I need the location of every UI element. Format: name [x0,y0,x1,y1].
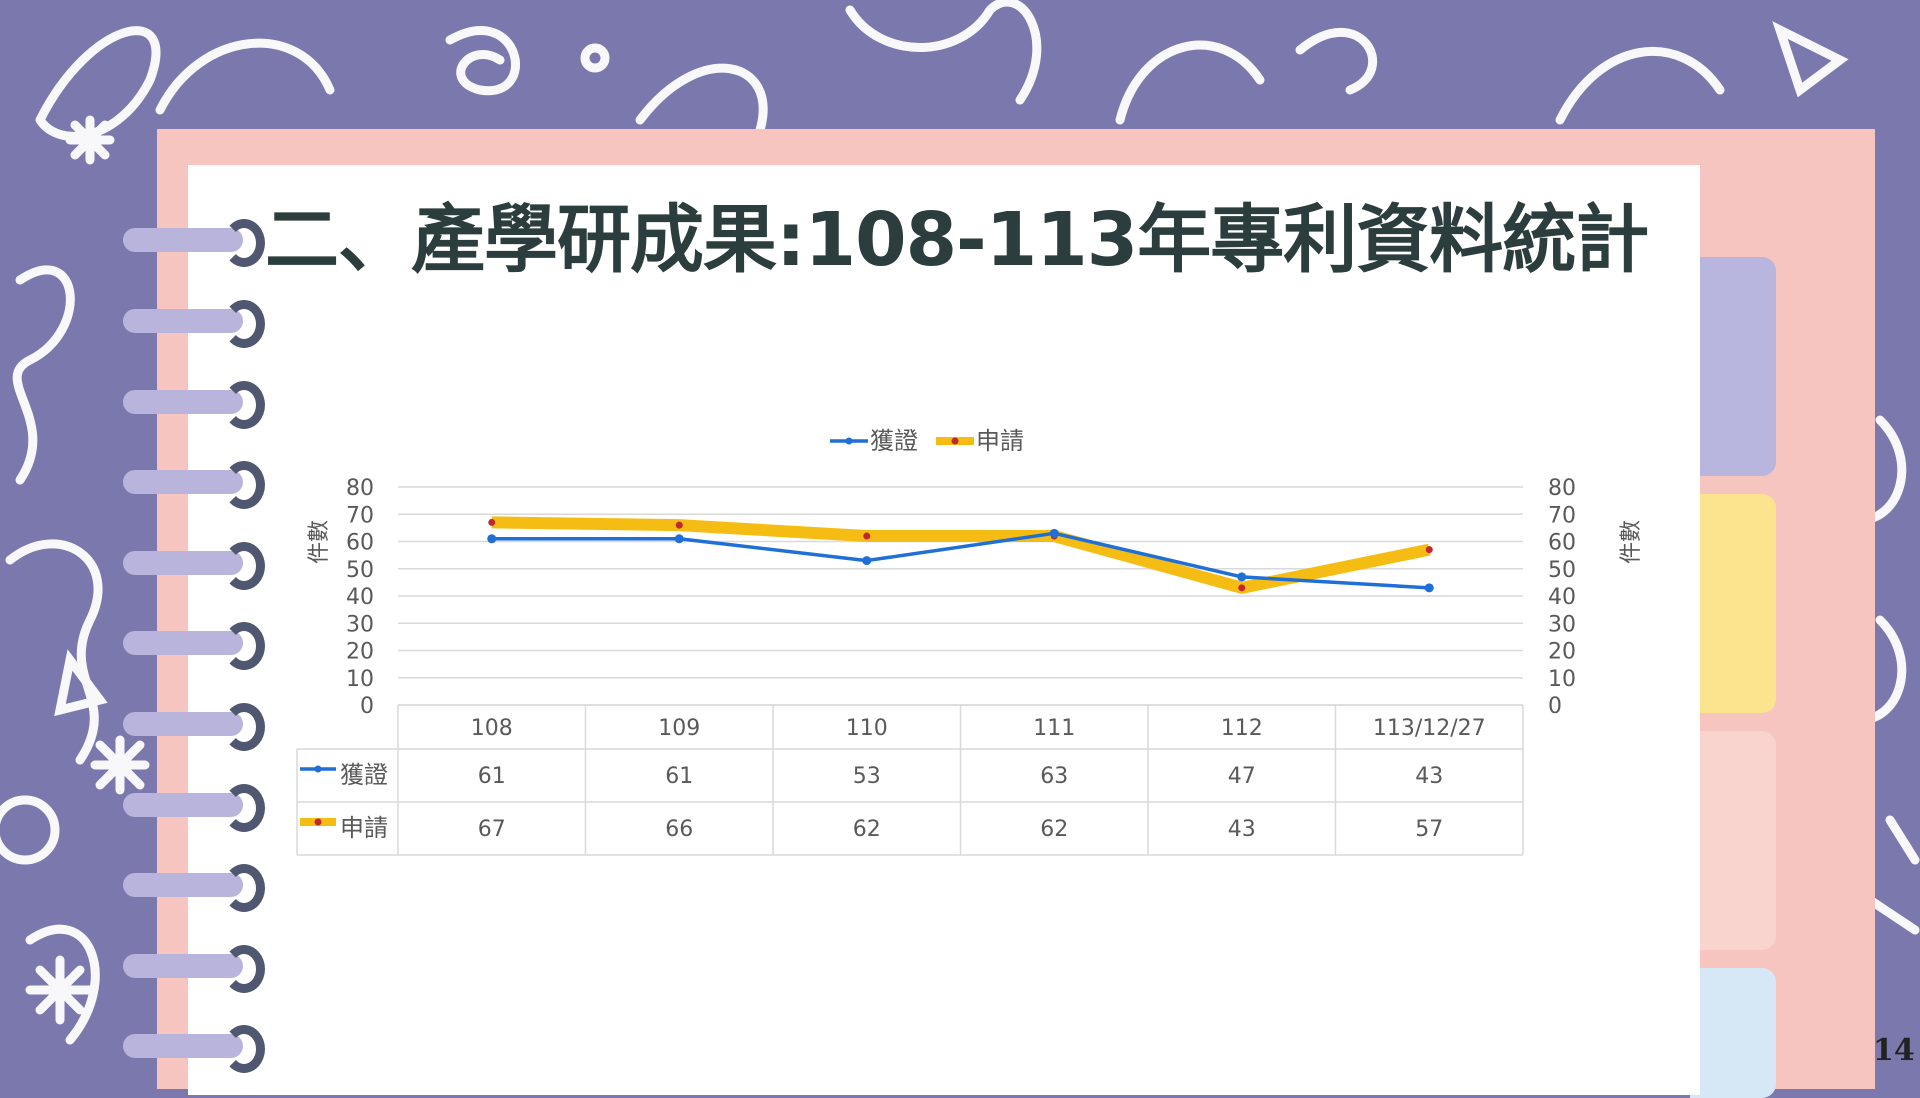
binding-ring [123,622,265,670]
table-cell: 63 [1040,764,1068,789]
table-cell: 62 [853,817,881,842]
data-point [1424,583,1434,593]
y2-tick-label: 50 [1548,558,1576,583]
tab-lavender [1690,257,1776,476]
y-tick-label: 70 [346,503,374,528]
y2-tick-label: 10 [1548,667,1576,692]
table-cell: 62 [1040,817,1068,842]
y2-tick-label: 80 [1548,476,1576,501]
y-tick-label: 80 [346,476,374,501]
tab-pink [1690,731,1776,950]
y-tick-label: 50 [346,558,374,583]
binding-ring [123,542,265,590]
binding-ring [123,1025,265,1073]
category-label: 109 [658,716,700,741]
legend-marker [951,437,959,445]
category-label: 113/12/27 [1373,716,1486,741]
category-label: 112 [1221,716,1263,741]
data-point [1238,584,1246,592]
table-cell: 43 [1228,817,1256,842]
y2-tick-label: 60 [1548,531,1576,556]
data-point [487,534,497,544]
y-tick-label: 30 [346,612,374,637]
data-point [1425,546,1433,554]
legend-label: 申請 [976,427,1024,455]
y2-axis-title: 件數 [1619,520,1644,564]
data-point [674,534,684,544]
binding-ring [123,864,265,912]
y-tick-label: 20 [346,640,374,665]
binding-ring [123,381,265,429]
y2-tick-label: 70 [1548,503,1576,528]
table-cell: 67 [478,817,506,842]
table-cell: 66 [665,817,693,842]
series-line-申請 [491,516,1431,594]
y-tick-label: 60 [346,531,374,556]
table-cell: 61 [478,764,506,789]
y2-tick-label: 20 [1548,640,1576,665]
binding-ring [123,461,265,509]
table-series-label: 獲證 [340,761,388,789]
table-cell: 57 [1415,817,1443,842]
data-point [1237,572,1247,582]
series-line-獲證 [491,531,1430,590]
data-point [862,556,872,566]
y2-tick-label: 30 [1548,612,1576,637]
table-cell: 53 [853,764,881,789]
y2-tick-label: 0 [1548,694,1562,719]
binding-ring [123,300,265,348]
category-label: 110 [846,716,888,741]
data-point [863,532,871,540]
binding-ring [123,784,265,832]
legend-marker [845,437,853,445]
table-cell: 43 [1415,764,1443,789]
y-tick-label: 0 [360,694,374,719]
notebook-page [188,165,1700,1095]
data-point [488,518,496,526]
table-cell: 61 [665,764,693,789]
page-number: 14 [1873,1033,1915,1068]
table-legend-marker [314,765,322,773]
binding-ring [123,219,265,267]
page-title: 二、產學研成果:108-113年專利資料統計 [265,197,1649,283]
data-point [675,521,683,529]
table-legend-marker [314,818,322,826]
y-tick-label: 40 [346,585,374,610]
category-label: 111 [1033,716,1075,741]
table-cell: 47 [1228,764,1256,789]
tab-blue [1690,968,1776,1098]
table-series-label: 申請 [340,814,388,842]
data-point [1049,528,1059,538]
y-axis-title: 件數 [307,520,332,564]
legend-label: 獲證 [870,427,918,455]
binding-ring [123,945,265,993]
category-label: 108 [471,716,513,741]
binding-ring [123,703,265,751]
y-tick-label: 10 [346,667,374,692]
tab-yellow [1690,494,1776,713]
y2-tick-label: 40 [1548,585,1576,610]
